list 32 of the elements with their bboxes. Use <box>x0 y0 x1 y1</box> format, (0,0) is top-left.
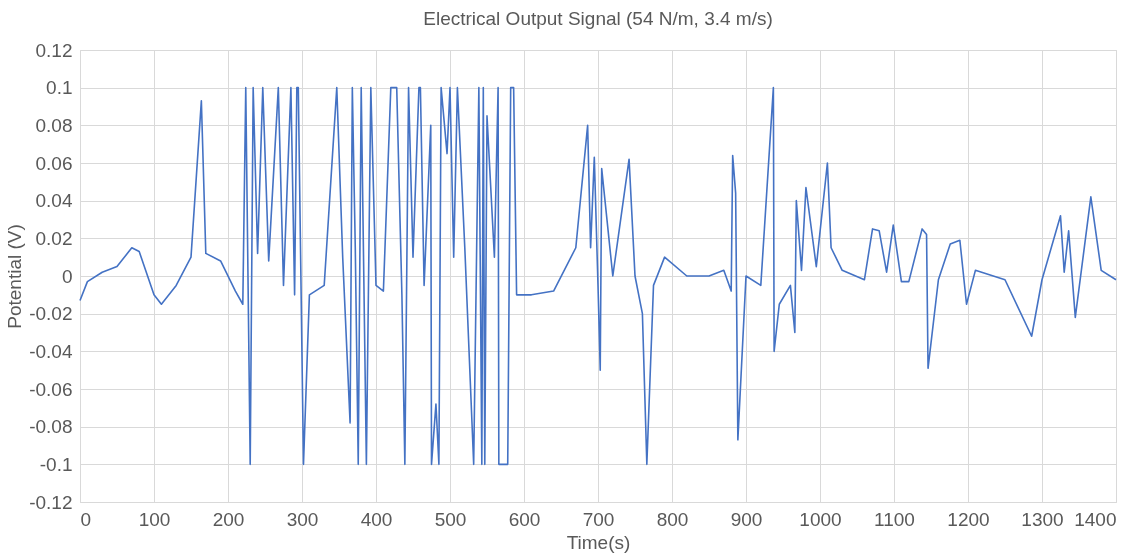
y-tick-label: 0.02 <box>35 227 73 249</box>
y-tick-label: -0.12 <box>29 491 73 513</box>
x-tick-label: 500 <box>434 508 467 530</box>
x-tick-label: 1200 <box>947 508 990 530</box>
y-tick-label: -0.04 <box>29 340 73 362</box>
x-tick-label: 200 <box>212 508 245 530</box>
y-tick-label: 0.04 <box>35 190 73 212</box>
x-tick-label: 1400 <box>1074 508 1117 530</box>
y-tick-label: 0.12 <box>35 39 73 61</box>
x-tick-label: 1000 <box>799 508 842 530</box>
x-tick-label: 1100 <box>874 508 915 530</box>
x-tick-label: 900 <box>730 508 763 530</box>
y-tick-label: -0.08 <box>29 416 73 438</box>
line-series <box>79 86 1117 466</box>
y-axis-title: Potential (V) <box>4 224 26 329</box>
x-tick-label: 300 <box>286 508 319 530</box>
x-tick-label: 1300 <box>1021 508 1064 530</box>
x-tick-label: 100 <box>138 508 171 530</box>
y-tick-label: -0.1 <box>39 453 73 475</box>
y-tick-label: 0.06 <box>35 152 73 174</box>
chart-title: Electrical Output Signal (54 N/m, 3.4 m/s) <box>423 8 773 29</box>
x-tick-label: 700 <box>582 508 615 530</box>
x-axis-title: Time(s) <box>566 531 631 553</box>
x-tick-label: 400 <box>360 508 393 530</box>
x-tick-label: 600 <box>508 508 541 530</box>
x-tick-label: 0 <box>80 508 92 530</box>
y-tick-label: -0.06 <box>29 378 73 400</box>
y-tick-label: 0.08 <box>35 114 73 136</box>
y-tick-label: -0.02 <box>29 303 73 325</box>
y-tick-label: 0 <box>61 265 73 287</box>
y-tick-label: 0.1 <box>46 77 73 99</box>
x-tick-label: 800 <box>656 508 689 530</box>
